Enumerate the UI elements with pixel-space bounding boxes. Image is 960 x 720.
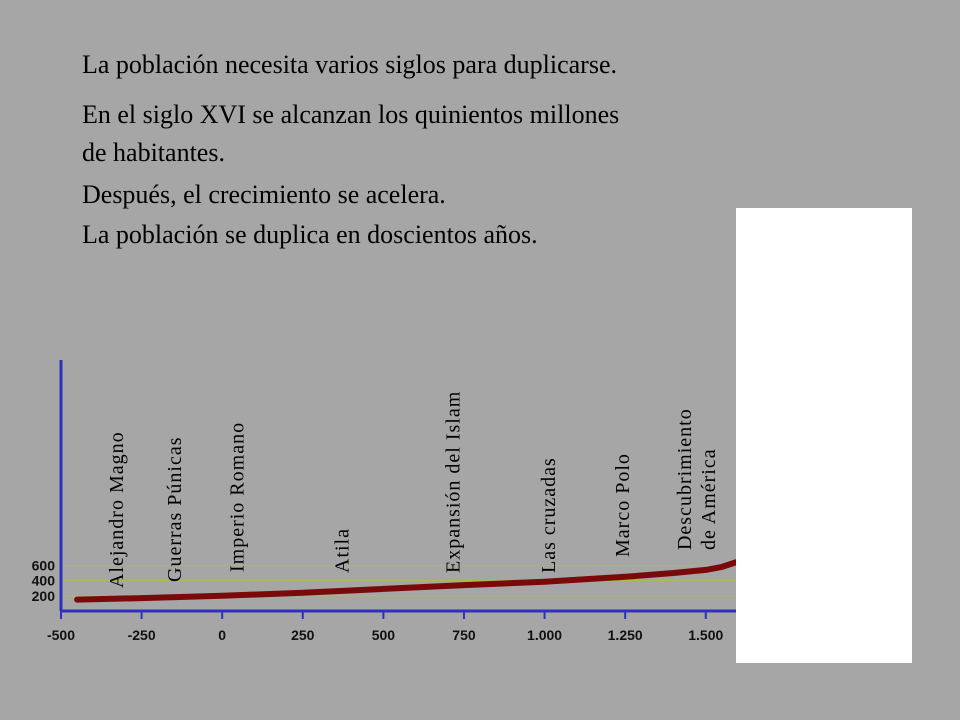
- paragraph-line: Después, el crecimiento se acelera.: [82, 180, 446, 209]
- x-tick-label: 500: [372, 627, 396, 643]
- x-tick-label: 250: [291, 627, 315, 643]
- event-label: Atila: [331, 528, 353, 573]
- paragraph-line: En el siglo XVI se alcanzan los quinient…: [82, 100, 619, 129]
- event-label: Marco Polo: [612, 453, 634, 557]
- x-tick-label: -500: [47, 627, 75, 643]
- y-tick-label: 400: [32, 573, 56, 589]
- x-tick-label: 1.500: [688, 627, 723, 643]
- event-label: Guerras Púnicas: [164, 436, 186, 582]
- x-tick-label: 1.000: [527, 627, 562, 643]
- x-tick-label: -250: [128, 627, 156, 643]
- event-label: Expansión del Islam: [443, 391, 465, 573]
- event-label: Descubrimiento: [674, 408, 696, 550]
- event-label: Las cruzadas: [538, 457, 560, 573]
- event-label: Imperio Romano: [227, 422, 249, 572]
- white-panel: [736, 208, 912, 663]
- paragraph-line: de habitantes.: [82, 138, 225, 167]
- x-tick-label: 1.250: [608, 627, 643, 643]
- event-label: de América: [698, 448, 720, 550]
- y-tick-label: 200: [32, 588, 56, 604]
- y-tick-label: 600: [32, 557, 56, 573]
- event-label: Alejandro Magno: [106, 431, 128, 588]
- x-tick-label: 750: [452, 627, 476, 643]
- x-tick-label: 0: [218, 627, 226, 643]
- data-line: [74, 558, 741, 603]
- paragraph-line: La población se duplica en doscientos añ…: [82, 220, 538, 249]
- slide-title: La población necesita varios siglos para…: [82, 50, 617, 79]
